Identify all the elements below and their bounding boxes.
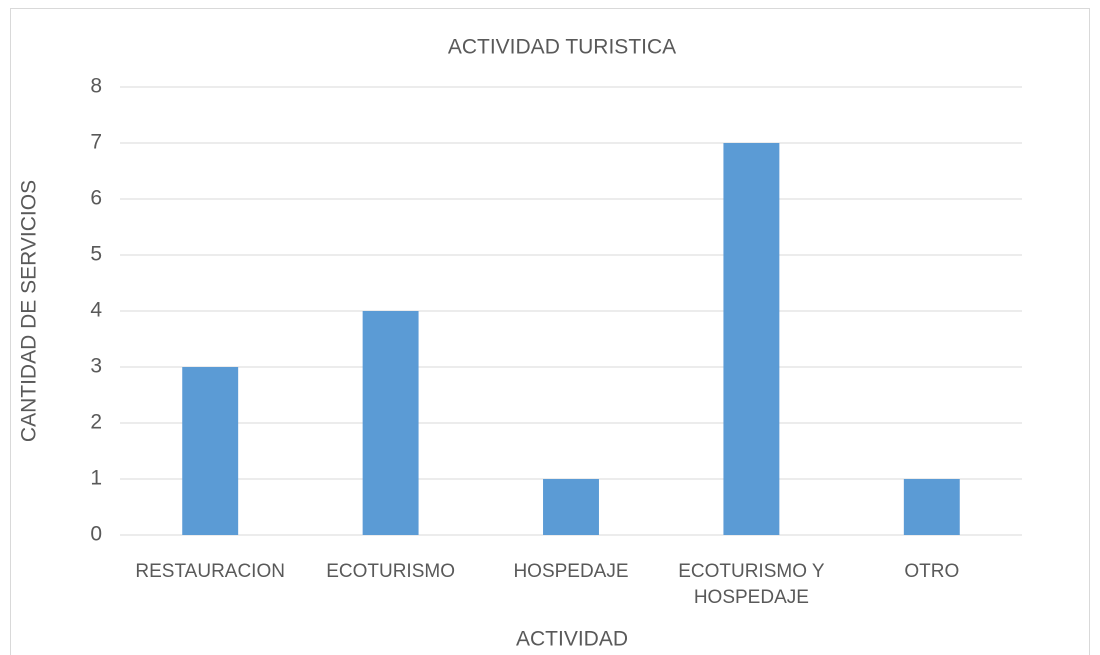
x-tick-label: RESTAURACION bbox=[135, 561, 285, 582]
x-tick-label: ECOTURISMO bbox=[326, 561, 455, 582]
y-tick-label: 0 bbox=[90, 523, 102, 546]
chart-title: ACTIVIDAD TURISTICA bbox=[448, 36, 676, 59]
x-tick-label: OTRO bbox=[904, 561, 960, 582]
y-tick-label: 3 bbox=[90, 355, 102, 378]
y-tick-label: 4 bbox=[90, 299, 102, 322]
bar bbox=[723, 143, 780, 535]
y-tick-label: 6 bbox=[90, 187, 102, 210]
bar bbox=[903, 479, 960, 535]
x-tick-label: ECOTURISMO Y HOSPEDAJE bbox=[678, 561, 825, 608]
y-tick-label: 7 bbox=[90, 131, 102, 154]
y-tick-label: 1 bbox=[90, 467, 102, 490]
y-tick-label: 8 bbox=[90, 75, 102, 98]
y-tick-label: 2 bbox=[90, 411, 102, 434]
bar bbox=[543, 479, 599, 535]
x-tick-label: HOSPEDAJE bbox=[513, 561, 629, 582]
bar bbox=[362, 311, 419, 535]
bar bbox=[182, 367, 239, 535]
y-axis-title: CANTIDAD DE SERVICIOS bbox=[18, 180, 41, 442]
y-tick-label: 5 bbox=[90, 243, 102, 266]
x-axis-title: ACTIVIDAD bbox=[516, 628, 628, 651]
chart-frame bbox=[10, 8, 1090, 655]
